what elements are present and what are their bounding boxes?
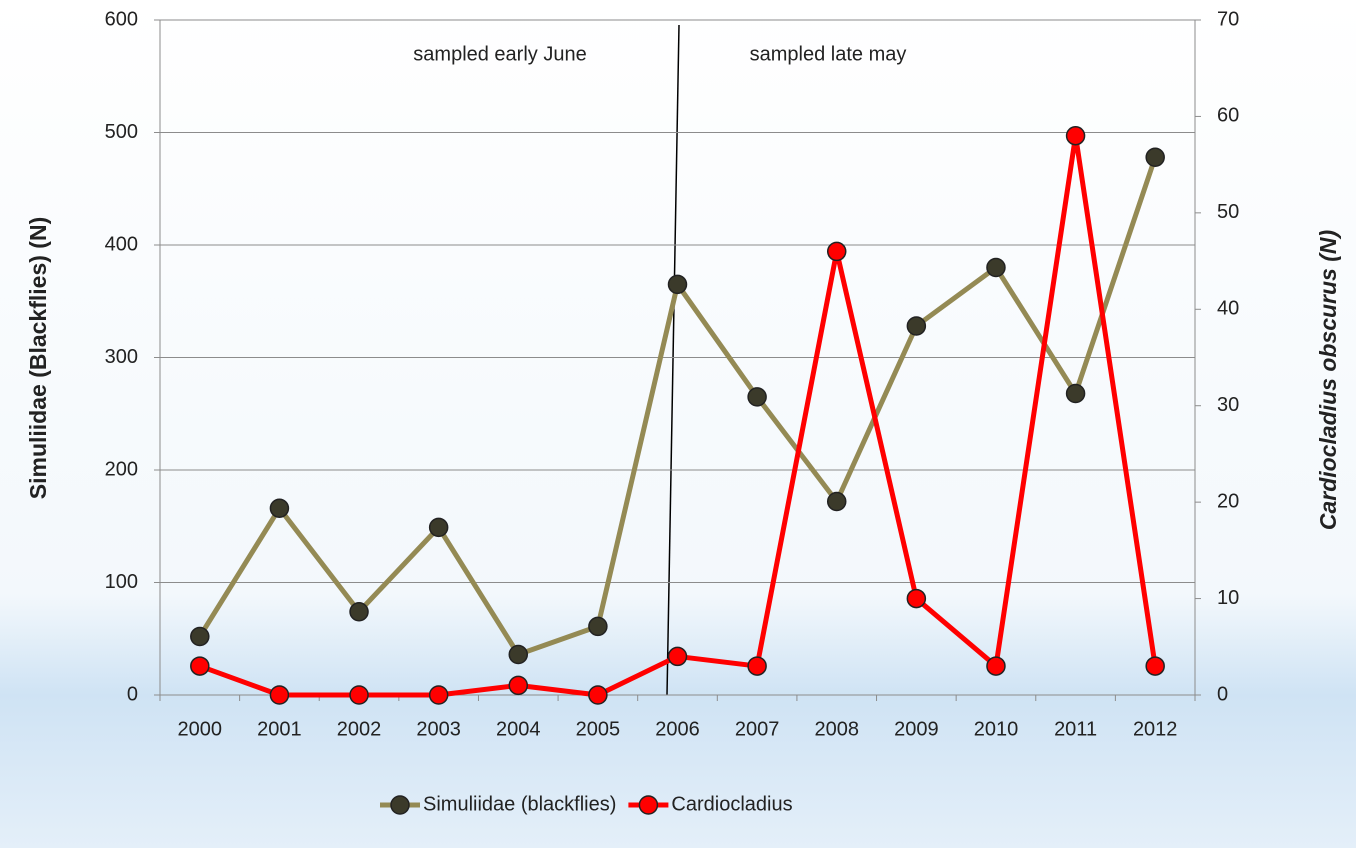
data-point bbox=[508, 644, 529, 665]
x-tick-label: 2002 bbox=[337, 718, 382, 740]
data-point bbox=[826, 491, 847, 512]
y-tick-label: 0 bbox=[127, 683, 138, 705]
y-axis-title: Simuliidae (Blackflies) (N) bbox=[25, 217, 51, 499]
y2-tick-label: 0 bbox=[1217, 683, 1228, 705]
data-point bbox=[1145, 147, 1165, 167]
data-point bbox=[747, 656, 767, 676]
data-point bbox=[269, 498, 290, 518]
x-tick-label: 2003 bbox=[416, 718, 461, 740]
divider-line bbox=[666, 24, 680, 696]
x-tick-label: 2010 bbox=[974, 718, 1019, 740]
legend-marker bbox=[638, 795, 659, 815]
data-point bbox=[667, 646, 688, 667]
data-point bbox=[1065, 383, 1086, 404]
y2-tick-label: 50 bbox=[1217, 201, 1239, 223]
data-point bbox=[349, 685, 369, 705]
x-tick-label: 2005 bbox=[576, 718, 621, 740]
y2-axis-title: Cardiocladius obscurus (N) bbox=[1315, 230, 1341, 530]
data-point bbox=[1065, 125, 1086, 146]
annotation: sampled late may bbox=[750, 43, 907, 65]
data-point bbox=[349, 602, 369, 622]
legend-label: Simuliidae (blackflies) bbox=[423, 793, 616, 815]
x-tick-label: 2012 bbox=[1133, 718, 1178, 740]
y-tick-label: 600 bbox=[105, 8, 138, 30]
y-tick-label: 300 bbox=[105, 346, 138, 368]
data-point bbox=[667, 274, 688, 295]
x-tick-label: 2006 bbox=[655, 718, 700, 740]
y-tick-label: 200 bbox=[105, 458, 138, 480]
annotation: sampled early June bbox=[413, 43, 586, 65]
x-tick-label: 2007 bbox=[735, 718, 780, 740]
x-tick-label: 2000 bbox=[178, 718, 223, 740]
legend-label: Cardiocladius bbox=[671, 793, 792, 815]
data-point bbox=[508, 675, 529, 696]
legend-marker bbox=[390, 795, 410, 815]
y2-tick-label: 40 bbox=[1217, 298, 1239, 320]
data-point bbox=[428, 517, 449, 538]
data-point bbox=[190, 656, 210, 676]
data-point bbox=[269, 685, 290, 705]
y2-tick-label: 70 bbox=[1217, 8, 1239, 30]
y2-tick-label: 60 bbox=[1217, 105, 1239, 127]
data-point bbox=[588, 616, 608, 637]
y-tick-label: 100 bbox=[105, 571, 138, 593]
data-point bbox=[906, 588, 927, 609]
x-tick-label: 2004 bbox=[496, 718, 541, 740]
data-point bbox=[906, 316, 927, 336]
data-point bbox=[747, 387, 767, 407]
data-point bbox=[826, 241, 847, 262]
x-tick-label: 2009 bbox=[894, 718, 939, 740]
data-point bbox=[428, 685, 449, 705]
x-tick-label: 2011 bbox=[1054, 718, 1097, 740]
y-tick-label: 400 bbox=[105, 233, 138, 255]
data-point bbox=[986, 257, 1006, 278]
data-point bbox=[986, 656, 1006, 676]
data-point bbox=[190, 626, 210, 647]
y2-tick-label: 20 bbox=[1217, 490, 1239, 512]
y-tick-label: 500 bbox=[105, 121, 138, 143]
y2-tick-label: 30 bbox=[1217, 394, 1239, 416]
data-point bbox=[588, 685, 608, 705]
data-point bbox=[1145, 656, 1165, 676]
x-tick-label: 2008 bbox=[814, 718, 859, 740]
x-tick-label: 2001 bbox=[257, 718, 302, 740]
y2-tick-label: 10 bbox=[1217, 587, 1239, 609]
